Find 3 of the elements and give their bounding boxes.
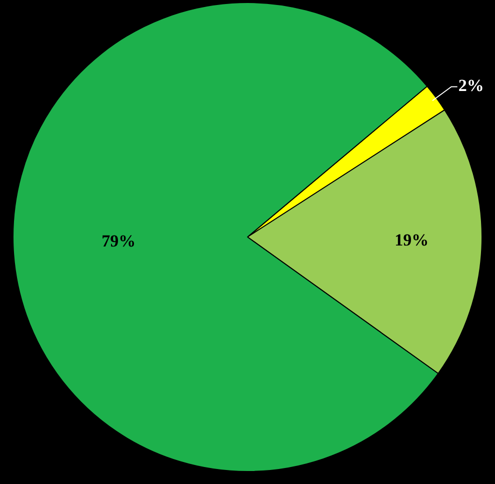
data-label: 79% (102, 231, 136, 250)
data-label: 2% (458, 76, 484, 96)
data-label: 19% (394, 230, 429, 250)
